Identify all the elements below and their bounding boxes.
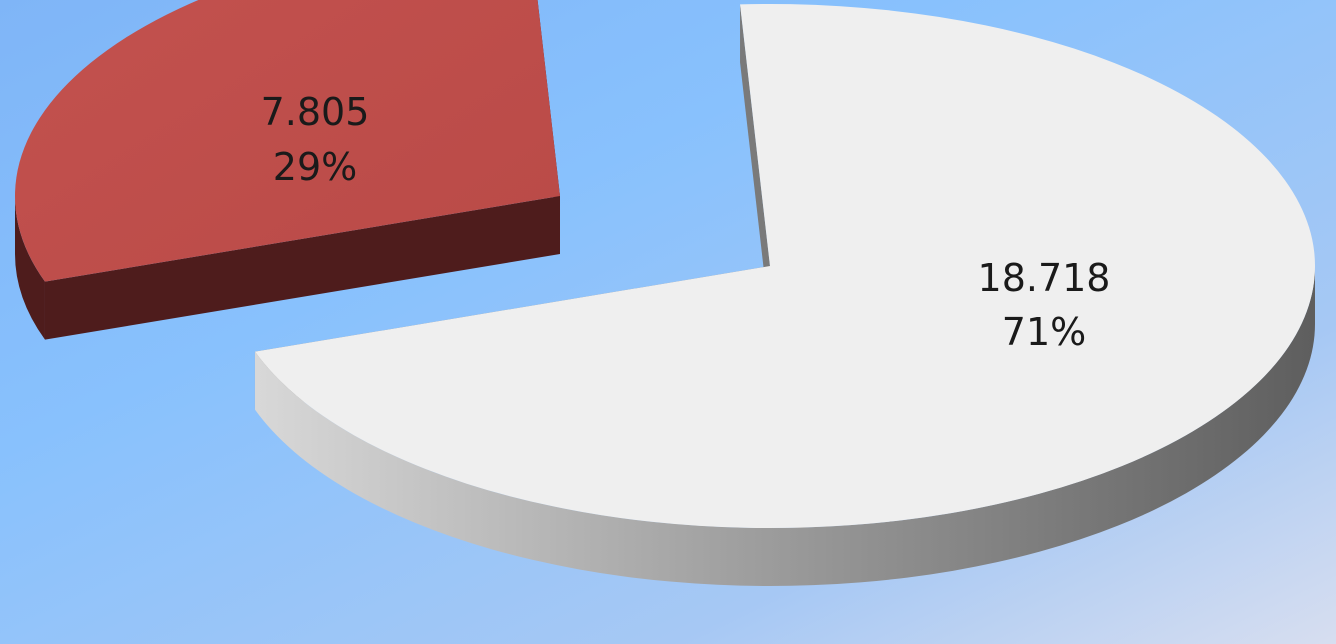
slice-1-top-face <box>15 0 560 282</box>
slice-percent-label-0: 71% <box>1002 310 1086 354</box>
slices-layer <box>15 0 1315 586</box>
slice-0-radial-wall-0 <box>740 4 770 324</box>
labels-layer: 7.805 29% 18.718 71% <box>261 90 1111 354</box>
pie-slice-0 <box>254 4 1315 586</box>
slice-1-radial-wall-0 <box>44 196 560 340</box>
slice-value-label-0: 18.718 <box>978 256 1111 300</box>
slice-value-label-1: 7.805 <box>261 90 370 134</box>
pie-slice-1 <box>15 0 560 340</box>
slice-1-outer-wall-0 <box>15 196 45 340</box>
slice-percent-label-1: 29% <box>273 145 357 189</box>
slice-0-top-face <box>254 4 1315 529</box>
slice-0-outer-wall-0 <box>254 266 1315 586</box>
